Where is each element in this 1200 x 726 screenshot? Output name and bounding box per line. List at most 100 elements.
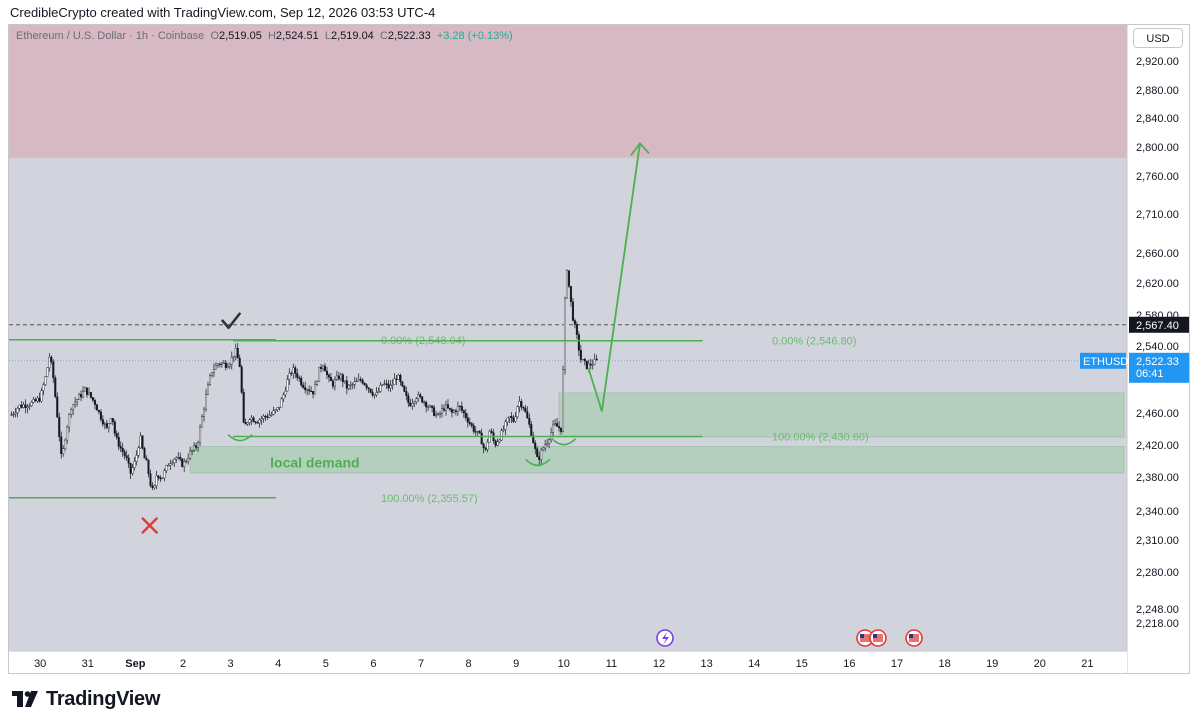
candle-body: [256, 422, 259, 424]
candle-body: [40, 390, 43, 402]
candle-body: [238, 357, 241, 368]
candle-body: [270, 414, 273, 416]
candle-body: [556, 423, 559, 427]
candle-body: [268, 415, 271, 418]
price-tick-label: 2,248.00: [1136, 604, 1179, 616]
candle-body: [472, 425, 475, 432]
candle-body: [433, 407, 436, 416]
candle-body: [16, 408, 19, 414]
price-tick-label: 2,310.00: [1136, 535, 1179, 547]
candle-body: [306, 389, 309, 391]
candle-body: [244, 422, 247, 425]
time-tick-label: 21: [1081, 658, 1093, 670]
chart-panel[interactable]: local demand 0.00% (2,548.04) 100.00% (2,3…: [8, 24, 1190, 674]
price-tick-label: 2,380.00: [1136, 472, 1179, 484]
time-tick-label: 11: [606, 658, 617, 670]
candle-body: [264, 415, 267, 418]
candle-body: [127, 457, 130, 464]
candle-body: [583, 359, 586, 362]
candle-body: [389, 385, 392, 389]
candle-body: [324, 365, 327, 372]
candle-body: [335, 375, 338, 380]
candle-body: [220, 362, 223, 365]
candle-body: [331, 380, 334, 387]
candle-body: [431, 405, 434, 408]
time-tick-label: 10: [558, 658, 570, 670]
candle-body: [22, 404, 25, 408]
candle-body: [111, 418, 114, 422]
candle-body: [526, 411, 529, 419]
candle-body: [169, 463, 172, 466]
candle-body: [552, 424, 555, 433]
candle-body: [443, 408, 446, 411]
candle-body: [133, 461, 136, 468]
candle-body: [89, 392, 92, 398]
candle-body: [232, 355, 235, 358]
candle-body: [78, 394, 81, 400]
candle-body: [339, 374, 342, 380]
candle-body: [353, 381, 356, 385]
symbol-badge: [1080, 352, 1126, 369]
supply-zone: [9, 25, 1127, 158]
candle-body: [460, 406, 463, 411]
candle-body: [403, 385, 406, 392]
candle-body: [74, 401, 77, 405]
chart-attribution: CredibleCrypto created with TradingView.…: [10, 5, 436, 20]
candle-body: [454, 410, 457, 412]
price-tick-label: 2,340.00: [1136, 506, 1179, 518]
candle-body: [230, 357, 233, 365]
candle-body: [565, 270, 568, 299]
candle-body: [121, 447, 124, 453]
smile-mark-3: [551, 438, 577, 446]
candle-body: [54, 377, 57, 397]
candle-body: [536, 448, 539, 457]
time-tick-label: 12: [653, 658, 665, 670]
candle-body: [28, 405, 31, 407]
candle-body: [476, 430, 479, 433]
candle-body: [141, 435, 144, 449]
candle-body: [343, 380, 346, 383]
candle-body: [569, 286, 572, 302]
candle-body: [99, 411, 102, 420]
candle-body: [532, 435, 535, 444]
candle-body: [32, 399, 35, 403]
price-tick-label: 2,620.00: [1136, 278, 1179, 290]
candle-body: [369, 388, 372, 393]
time-tick-label: 13: [700, 658, 712, 670]
candle-body: [345, 380, 348, 389]
candle-body: [195, 445, 198, 448]
candle-body: [139, 435, 142, 449]
candle-body: [12, 413, 15, 416]
us-event-icon-3-canton: [909, 634, 913, 638]
candle-body: [159, 477, 162, 480]
candle-body: [567, 270, 570, 287]
candle-body: [161, 477, 164, 480]
candle-body: [216, 363, 219, 366]
candle-body: [212, 369, 215, 373]
candle-body: [298, 377, 301, 379]
candle-body: [70, 409, 73, 415]
candle-body: [490, 430, 493, 433]
candle-body: [421, 396, 424, 403]
candle-body: [296, 373, 299, 378]
candle-body: [58, 416, 61, 437]
candle-body: [177, 456, 180, 459]
candle-body: [171, 462, 174, 464]
tradingview-logo: TradingView: [12, 686, 160, 712]
candle-body: [86, 387, 89, 395]
lightning-bolt-icon: [662, 632, 669, 645]
candle-body: [242, 392, 245, 423]
candle-body: [123, 451, 126, 456]
candle-body: [278, 406, 281, 409]
candle-body: [508, 416, 511, 419]
candle-body: [185, 460, 188, 463]
candle-body: [222, 362, 225, 364]
price-tick-label: 2,420.00: [1136, 440, 1179, 452]
candle-body: [93, 400, 96, 405]
currency-button[interactable]: USD: [1133, 28, 1183, 48]
candle-body: [286, 379, 289, 392]
candle-body: [522, 406, 525, 409]
candle-body: [248, 419, 251, 423]
projection-path: [587, 143, 641, 412]
